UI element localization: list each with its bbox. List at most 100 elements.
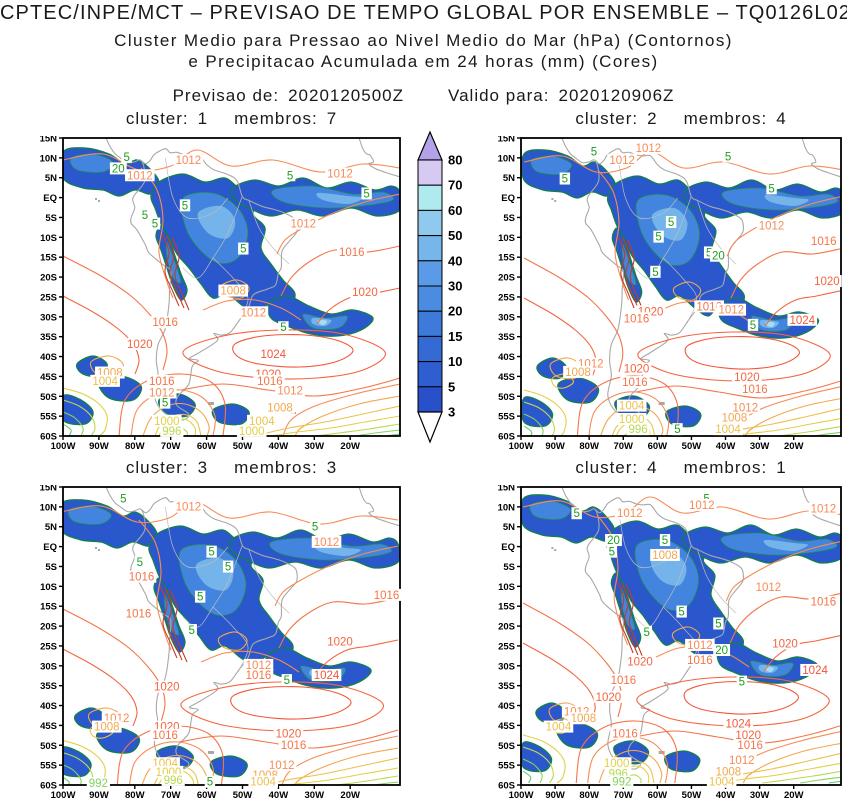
lat-tick-label: 55S [498,761,515,772]
lat-tick-label: 5S [503,562,515,573]
lon-tick-label: 20W [784,441,804,452]
lon-tick-label: 90W [545,790,565,801]
lat-tick-label: EQ [43,542,57,553]
rain-contour-label: 5 [120,493,126,505]
lat-tick-label: 35S [498,332,515,343]
lon-tick-label: 50W [233,441,253,452]
axis-labels: 15N 10N 5N EQ 5S 10S 15S 20S 25S 30S 35S 40S 45S 50S 5… [498,483,804,802]
colorbar-tick-label: 15 [448,329,462,344]
cluster-4-map: 15N 10N 5N EQ 5S 10S 15S 20S 25S 30S 35S 40S 45S 50S 5… [495,483,845,803]
lat-tick-label: 20S [40,622,57,633]
lon-tick-label: 90W [545,441,565,452]
lon-tick-label: 80W [579,790,599,801]
pressure-contour-label: 1012 [241,307,267,319]
rain-contour-label: 5 [668,217,674,229]
map-svg-cluster-2: 15N 10N 5N EQ 5S 10S 15S 20S 25S 30S 35S 40S 45S 50S 5… [498,134,842,452]
cluster-1-map: 15N 10N 5N EQ 5S 10S 15S 20S 25S 30S 35S 40S 45S 50S 5… [37,134,404,457]
cluster-value: 3 [197,458,209,477]
lat-tick-label: EQ [501,193,515,204]
lat-tick-label: 15S [40,602,57,613]
pressure-contour-label: 1008 [267,403,293,415]
pressure-contour-label: 1016 [152,730,178,742]
pressure-contour-label: 1000 [154,416,180,428]
colorbar-tick-label: 80 [448,153,462,168]
colorbar-segment [417,386,443,413]
lat-tick-label: 60S [498,781,515,792]
colorbar-tick-label: 30 [448,279,462,294]
lat-tick-label: 35S [40,681,57,692]
pressure-contour-label: 996 [629,424,648,436]
valid-label: Valido para: [448,86,550,105]
lat-tick-label: 50S [498,741,515,752]
map-svg-cluster-3: 15N 10N 5N EQ 5S 10S 15S 20S 25S 30S 35S 40S 45S 50S 5… [40,483,402,801]
pressure-contour-label: 1016 [129,572,155,584]
pressure-contour-label: 1020 [327,637,353,649]
rain-contour-label: 5 [609,547,615,559]
pressure-contour-label: 1016 [742,384,768,396]
lon-tick-label: 50W [682,790,702,801]
lon-tick-label: 30W [750,441,770,452]
lon-tick-label: 60W [197,441,217,452]
pressure-contour-label: 1000 [604,758,630,770]
rain-contour-label: 5 [142,210,148,222]
rain-contour-label: 5 [284,675,290,687]
pressure-contour-label: 1020 [735,730,761,742]
lat-tick-label: 45S [498,721,515,732]
lon-tick-label: 80W [125,790,145,801]
rain-contour-label: 5 [573,508,579,520]
pressure-contour-label: 1016 [811,597,837,609]
rain-contour-label: 5 [644,627,650,639]
pressure-contour-label: 1012 [756,582,782,594]
lat-tick-label: 15N [498,485,516,494]
pressure-contour-label: 1008 [716,767,742,779]
cluster-2-map: 15N 10N 5N EQ 5S 10S 15S 20S 25S 30S 35S 40S 45S 50S 5… [495,134,845,457]
colorbar-tick-label: 50 [448,228,462,243]
pressure-contour-label: 1020 [127,339,153,351]
lat-tick-label: 35S [40,332,57,343]
pressure-contour-label: 992 [89,778,108,790]
pressure-contour-label: 1012 [277,386,303,398]
subtitle-line2: e Precipitacao Acumulada em 24 horas (mm… [188,52,659,71]
lon-tick-label: 80W [125,441,145,452]
lon-tick-label: 90W [89,790,109,801]
lat-tick-label: 45S [40,721,57,732]
rain-contour-label: 5 [662,535,668,547]
pressure-contour-label: 1020 [627,657,653,669]
lon-tick-label: 20W [340,790,360,801]
rain-contour-label: 5 [652,267,658,279]
pressure-contour-label: 1012 [689,500,715,512]
panel-title-cluster-4: cluster: 4 membros: 1 [521,458,841,478]
lat-tick-label: 10N [40,502,58,513]
lat-tick-label: 25S [40,641,57,652]
membros-value: 7 [326,109,338,128]
colorbar-segment [417,285,443,312]
lon-tick-label: 100W [509,441,534,452]
lat-tick-label: 45S [498,372,515,383]
pressure-contour-label: 1016 [737,740,763,752]
map-svg-cluster-4: 15N 10N 5N EQ 5S 10S 15S 20S 25S 30S 35S 40S 45S 50S 5… [498,483,842,802]
panel-title-cluster-1: cluster: 1 membros: 7 [63,109,400,129]
rain-contour-label: 5 [287,170,293,182]
lat-tick-label: EQ [501,542,515,553]
lat-tick-label: 5N [45,173,57,184]
pressure-contour-label: 1024 [802,665,828,677]
pressure-contour-label: 1012 [127,170,153,182]
membros-value: 4 [776,109,787,128]
lon-tick-label: 40W [269,790,289,801]
lat-tick-label: 10S [498,233,515,244]
rain-contour-label: 5 [363,188,369,200]
lat-tick-label: EQ [43,193,57,204]
lon-tick-label: 60W [648,441,668,452]
pressure-contour-label: 1012 [609,155,635,167]
pressure-contour-label: 1008 [565,367,591,379]
map-frame [62,137,401,437]
lat-tick-label: 10N [40,153,58,164]
rain-contour-label: 5 [197,592,203,604]
lat-tick-label: 30S [498,661,515,672]
pressure-contour-label: 1012 [729,755,755,767]
pressure-contour-label: 1016 [622,377,648,389]
rain-contour-label: 5 [189,625,195,637]
colorbar-tick-label: 70 [448,178,462,193]
